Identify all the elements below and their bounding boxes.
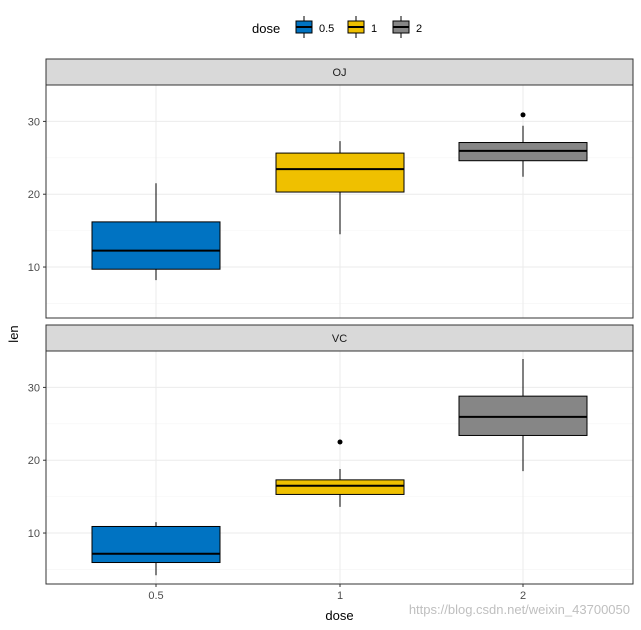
box-oj-0-5: [91, 183, 221, 281]
y-tick-label: 20: [28, 455, 40, 467]
legend-label: 2: [416, 23, 422, 35]
box-body: [91, 221, 221, 270]
y-tick-label: 30: [28, 382, 40, 394]
y-tick-label: 30: [28, 116, 40, 128]
box-body: [91, 525, 221, 564]
outlier-point: [520, 112, 526, 118]
box-vc-2: [458, 359, 588, 472]
box-body: [458, 395, 588, 436]
box-vc-1: [275, 439, 405, 507]
facet-panel-vc: VC 10 20 30: [28, 324, 634, 585]
legend-item-2: 2: [392, 16, 422, 38]
legend-label: 0.5: [319, 23, 334, 35]
facet-strip-label: OJ: [332, 67, 346, 79]
facet-strip: [45, 324, 634, 352]
facet-panel-oj: OJ 10 20 30: [28, 58, 634, 319]
box-body: [275, 152, 405, 193]
legend: dose 0.5 1 2: [252, 16, 422, 38]
box-oj-1: [275, 141, 405, 235]
y-axis-title: len: [6, 325, 21, 342]
x-axis-ticks: 0.5 1 2: [148, 584, 526, 602]
box-oj-2: [458, 112, 588, 177]
watermark-text: https://blog.csdn.net/weixin_43700050: [409, 602, 630, 617]
outlier-point: [337, 439, 343, 445]
legend-item-0-5: 0.5: [295, 16, 334, 38]
legend-title: dose: [252, 21, 280, 36]
legend-label: 1: [371, 23, 377, 35]
facet-strip-label: VC: [332, 333, 347, 345]
y-tick-label: 20: [28, 189, 40, 201]
y-tick-label: 10: [28, 528, 40, 540]
x-axis-title: dose: [325, 608, 353, 623]
legend-item-1: 1: [347, 16, 377, 38]
box-vc-0-5: [91, 522, 221, 576]
x-tick-label: 1: [337, 590, 343, 602]
y-tick-label: 10: [28, 262, 40, 274]
plot-panel-border: [45, 84, 634, 319]
x-tick-label: 2: [520, 590, 526, 602]
box-body: [275, 479, 405, 495]
facet-strip: [45, 58, 634, 86]
x-tick-label: 0.5: [148, 590, 163, 602]
